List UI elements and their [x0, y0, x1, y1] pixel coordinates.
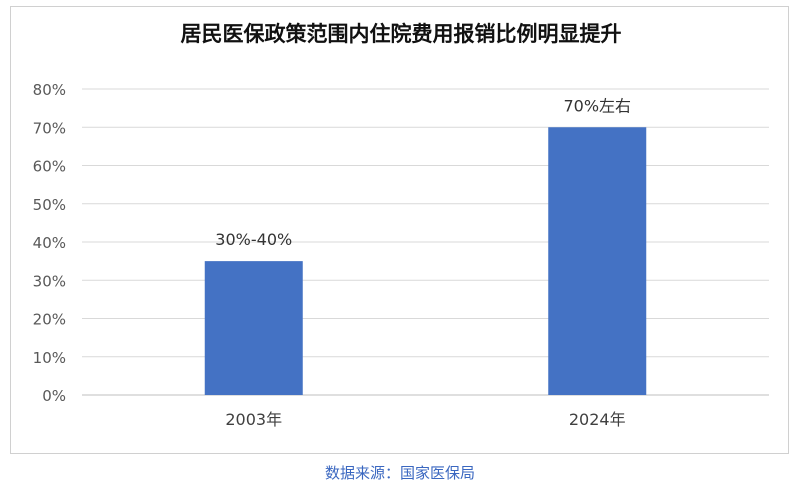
bar-data-label: 70%左右 [563, 96, 631, 115]
y-tick-label: 10% [33, 349, 66, 367]
x-tick-label: 2003年 [225, 410, 282, 429]
y-tick-label: 40% [33, 234, 66, 252]
chart-title: 居民医保政策范围内住院费用报销比例明显提升 [181, 22, 622, 46]
y-axis-ticks: 0% 10% 20% 30% 40% 50% 60% 70% 80% [33, 81, 66, 405]
y-tick-label: 80% [33, 81, 66, 99]
y-tick-label: 50% [33, 196, 66, 214]
data-labels: 30%-40% 70%左右 [215, 96, 631, 249]
x-axis-ticks: 2003年 2024年 [225, 410, 625, 429]
source-note: 数据来源：国家医保局 [324, 464, 475, 482]
y-tick-label: 60% [33, 158, 66, 176]
bar [548, 127, 647, 395]
x-tick-label: 2024年 [569, 410, 626, 429]
chart-svg: 居民医保政策范围内住院费用报销比例明显提升 0% 10% 20% 30% 40% 50% 6… [33, 22, 769, 429]
y-tick-label: 20% [33, 311, 66, 329]
y-tick-label: 0% [42, 387, 66, 405]
bar [204, 261, 303, 395]
grid-lines [82, 88, 769, 396]
y-tick-label: 70% [33, 119, 66, 137]
y-tick-label: 30% [33, 272, 66, 290]
bar-data-label: 30%-40% [215, 230, 292, 249]
bars [204, 127, 647, 395]
chart-container: 居民医保政策范围内住院费用报销比例明显提升 0% 10% 20% 30% 40% 50% 6… [10, 6, 789, 454]
